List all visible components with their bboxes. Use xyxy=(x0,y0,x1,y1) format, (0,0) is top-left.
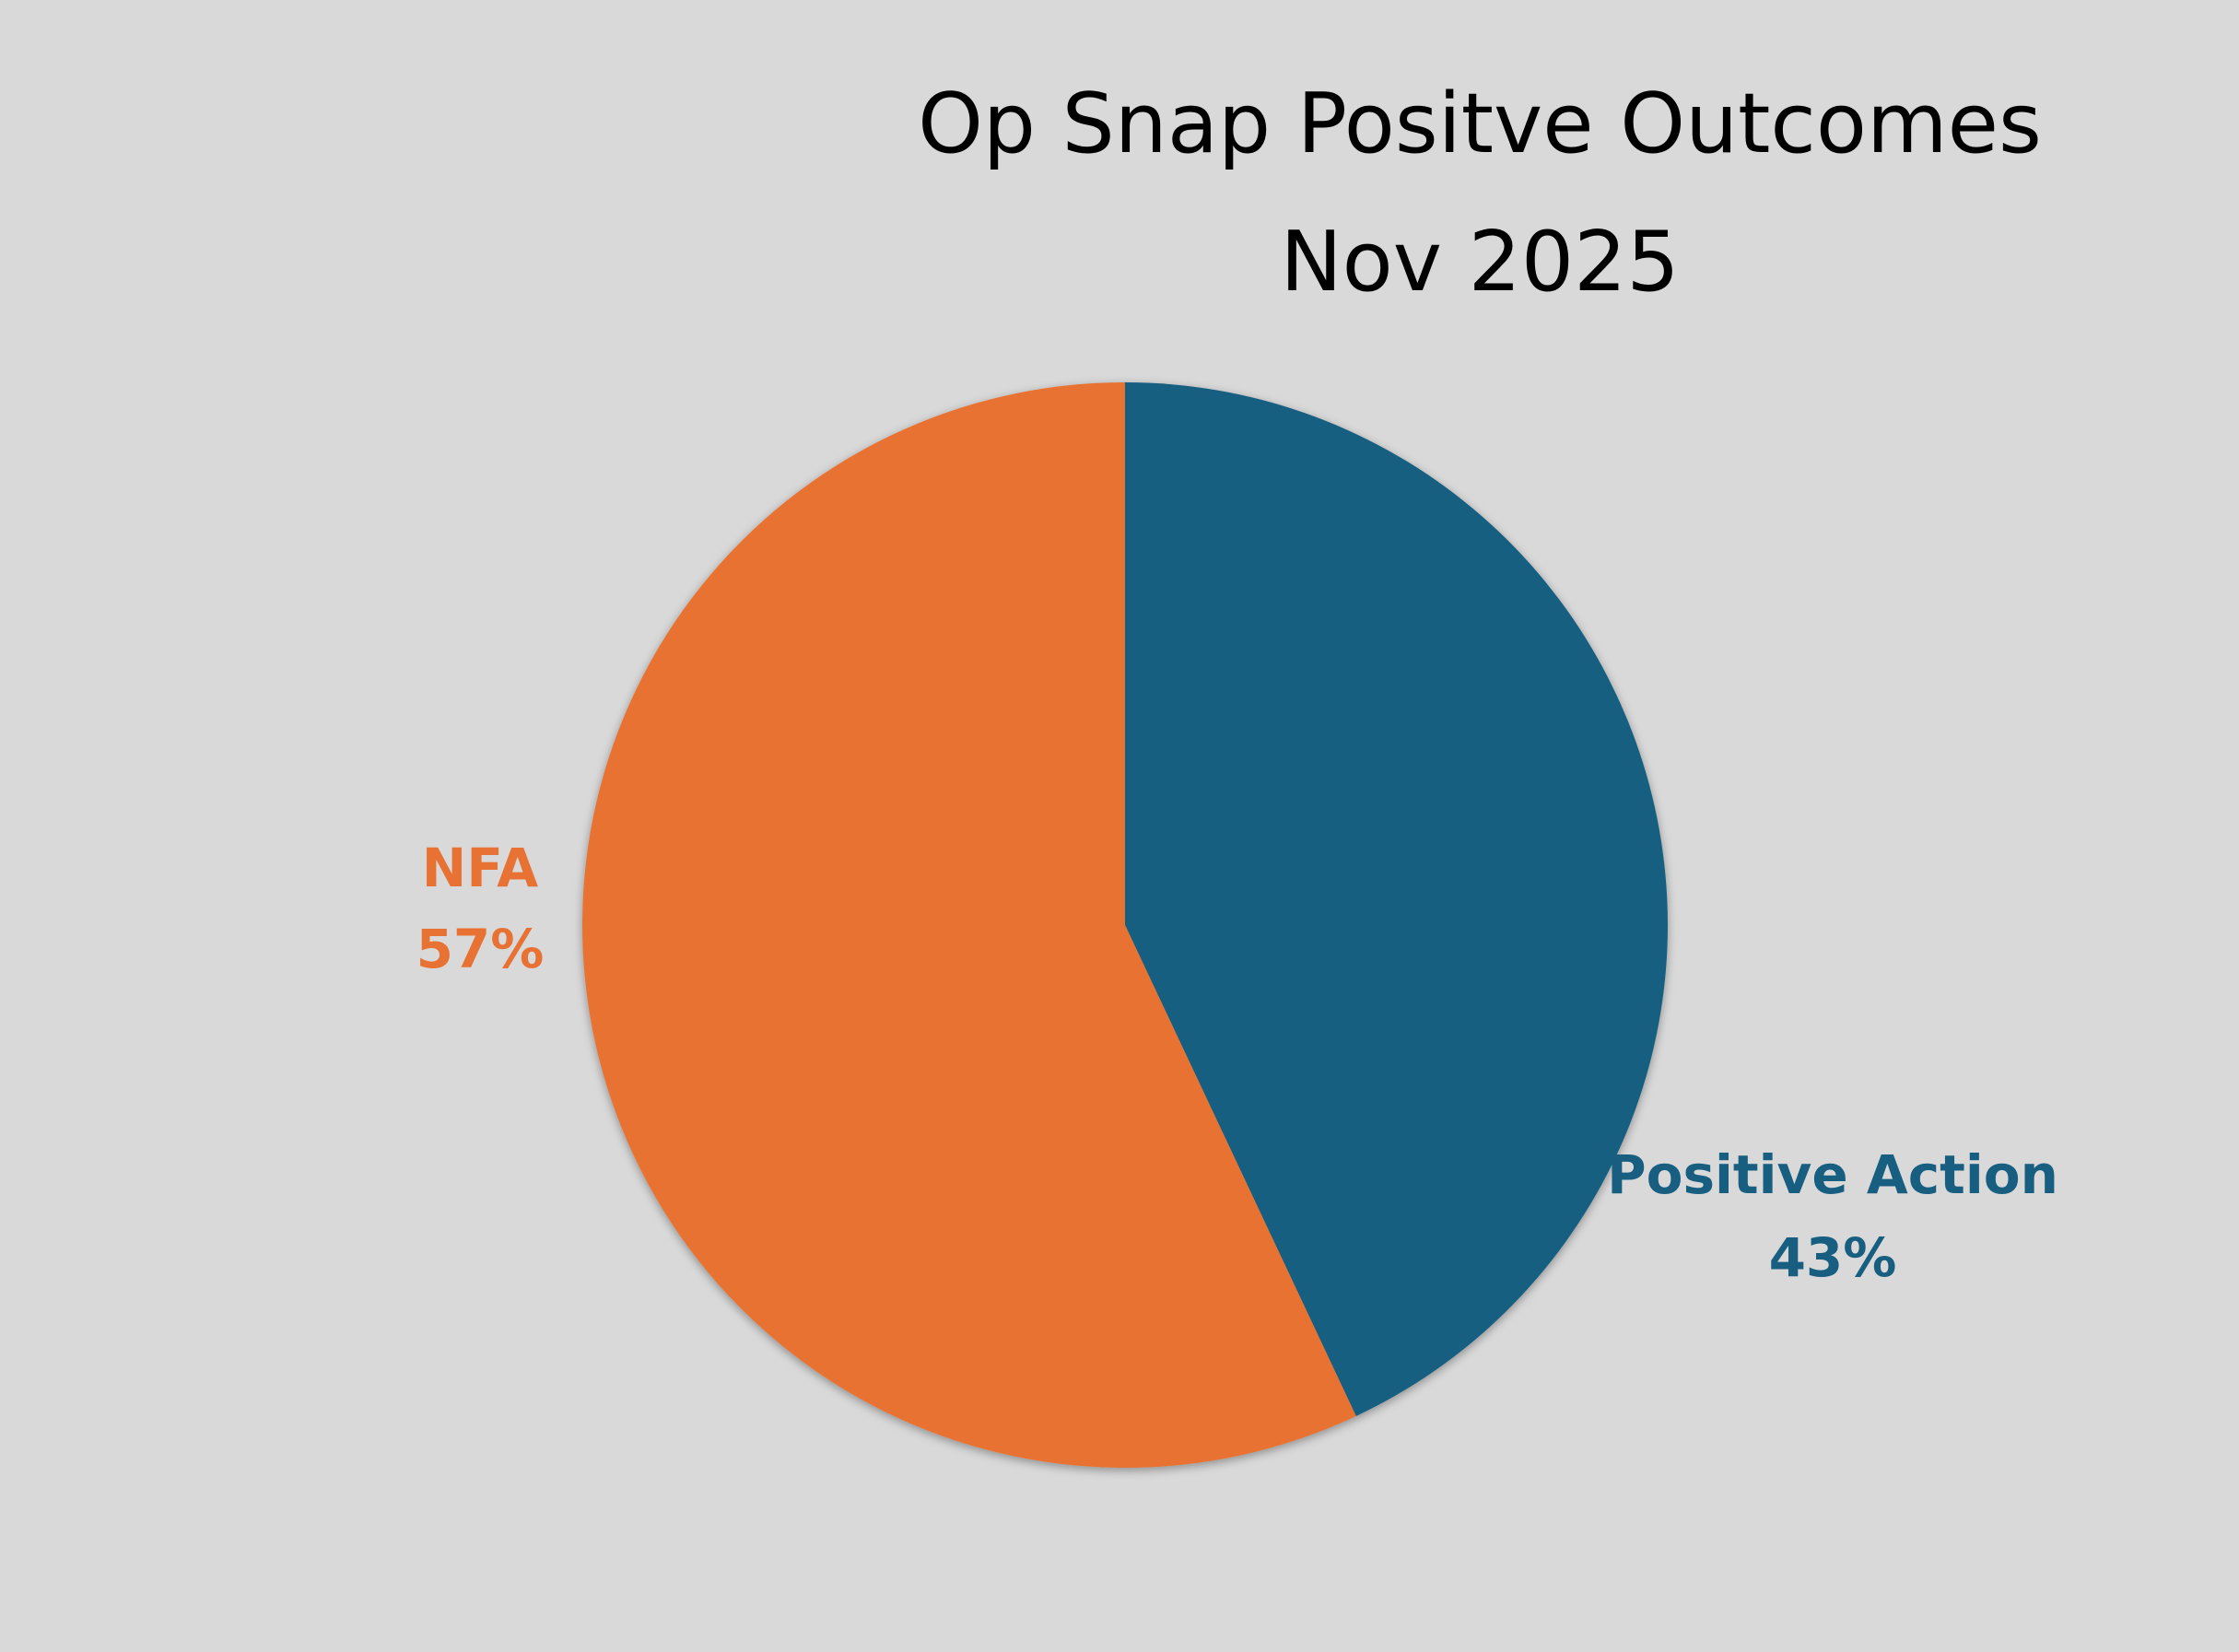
pie-slice xyxy=(581,382,1356,1469)
chart-title: Op Snap Positve Outcomes xyxy=(918,76,2042,172)
slice-label: NFA xyxy=(422,837,539,899)
slice-label: Positive Action xyxy=(1607,1143,2058,1206)
value-label: 57% xyxy=(416,918,545,980)
chart-subtitle: Nov 2025 xyxy=(1280,214,1679,310)
pie-slice xyxy=(1125,382,1668,1416)
value-label: 43% xyxy=(1769,1226,1897,1289)
pie xyxy=(581,382,1668,1469)
